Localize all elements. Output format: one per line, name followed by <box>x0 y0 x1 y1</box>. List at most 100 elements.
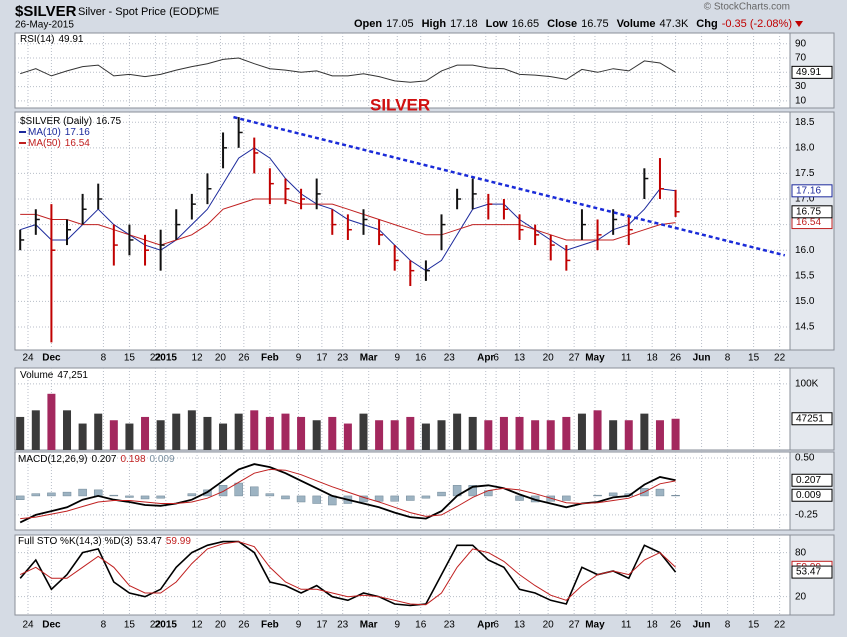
macd-histogram <box>47 492 56 497</box>
value-flag-label: 53.47 <box>796 567 821 578</box>
volume-bar <box>187 410 196 450</box>
macd-histogram <box>655 488 665 497</box>
x-tick-label: Jun <box>693 620 711 631</box>
x-tick-label: 13 <box>514 353 526 364</box>
x-tick-label: 6 <box>493 620 499 631</box>
x-tick-label: 18 <box>647 353 659 364</box>
x-tick-label: Mar <box>360 620 378 631</box>
macd-histogram <box>437 491 446 497</box>
macd-histogram <box>218 485 228 497</box>
volume-bar <box>47 393 56 450</box>
volume-bar <box>499 416 508 450</box>
volume-bar <box>297 416 306 450</box>
x-tick-label: Mar <box>360 353 378 364</box>
volume-bar <box>156 420 165 450</box>
x-tick-label: 9 <box>296 620 302 631</box>
volume-bar <box>312 420 321 450</box>
volume-bar <box>515 416 524 450</box>
volume-bar <box>265 416 274 450</box>
stat-label: Close <box>547 18 577 30</box>
macd-histogram <box>125 495 134 498</box>
volume-bar <box>484 420 493 450</box>
x-tick-label: 20 <box>215 620 227 631</box>
volume-bar <box>671 418 680 450</box>
macd-histogram <box>15 495 25 500</box>
panel-background <box>14 534 791 616</box>
volume-bar <box>624 420 633 450</box>
x-tick-label: 8 <box>101 353 107 364</box>
volume-bar <box>421 423 430 450</box>
x-tick-label: 9 <box>296 353 302 364</box>
x-tick-label: 9 <box>395 353 401 364</box>
legend-label: Full STO %K(14,3) %D(3) <box>18 536 133 547</box>
stat-value: 16.65 <box>512 18 540 30</box>
value-flag-label: 17.16 <box>796 185 821 196</box>
x-tick-label: 22 <box>150 353 162 364</box>
x-tick-label: 24 <box>22 353 34 364</box>
x-tick-label: 12 <box>191 353 203 364</box>
volume-bar <box>63 410 72 450</box>
x-tick-label: 22 <box>150 620 162 631</box>
volume-bar <box>250 410 259 450</box>
x-tick-label: 26 <box>670 620 682 631</box>
x-tick-label: Dec <box>42 620 61 631</box>
x-tick-label: 15 <box>124 353 136 364</box>
legend-value: 0.198 <box>121 454 146 465</box>
volume-bar <box>531 420 540 450</box>
x-tick-label: Jun <box>693 353 711 364</box>
legend-value: 49.91 <box>58 34 83 45</box>
x-tick-label: 24 <box>22 620 34 631</box>
macd-histogram <box>312 495 321 504</box>
volume-bar <box>390 420 399 450</box>
legend-label: MA(50) <box>28 138 61 149</box>
rsi-legend: RSI(14) 49.91 <box>20 34 84 45</box>
y-tick-label: 0.50 <box>795 453 815 464</box>
y-tick-label: 17.5 <box>795 168 815 179</box>
axis-background <box>789 367 835 451</box>
legend-value: 0.207 <box>91 454 116 465</box>
x-tick-label: 2015 <box>155 620 178 631</box>
volume-bar <box>281 413 290 450</box>
macd-histogram <box>234 482 243 497</box>
stat-label: High <box>422 18 447 30</box>
macd-line <box>20 468 676 520</box>
ma-legend: MA(10) 17.16 <box>28 127 90 138</box>
x-tick-label: 2015 <box>155 353 178 364</box>
x-tick-label: Feb <box>261 620 279 631</box>
y-tick-label: 90 <box>795 38 807 49</box>
stat-label: Low <box>486 18 508 30</box>
volume-bar <box>546 420 555 450</box>
volume-bar <box>94 413 103 450</box>
y-tick-label: 20 <box>795 591 807 602</box>
x-tick-label: 23 <box>444 353 456 364</box>
y-tick-label: 15.5 <box>795 270 815 281</box>
volume-bar <box>141 416 150 450</box>
y-tick-label: -0.25 <box>795 509 818 520</box>
value-flag-label: 0.009 <box>796 490 821 501</box>
axis-background <box>789 111 835 351</box>
x-tick-label: 8 <box>101 620 107 631</box>
x-tick-label: 8 <box>725 353 731 364</box>
volume-legend: Volume 47,251 <box>20 370 88 381</box>
macd-histogram <box>156 495 165 499</box>
y-tick-label: 70 <box>795 53 807 64</box>
x-tick-label: 11 <box>621 353 632 364</box>
x-tick-label: 16 <box>415 353 427 364</box>
change-value: -0.35 (-2.08%) <box>722 18 792 30</box>
macd-line <box>19 463 676 524</box>
volume-bar <box>343 423 352 450</box>
x-tick-label: Dec <box>42 353 61 364</box>
volume-bar <box>234 413 243 450</box>
legend-label: MA(10) <box>28 127 61 138</box>
legend-label: MACD(12,26,9) <box>18 454 87 465</box>
x-tick-label: Apr <box>477 620 494 631</box>
sto-line <box>19 540 677 607</box>
x-tick-label: Apr <box>477 353 494 364</box>
value-flag-label: 16.54 <box>796 217 821 228</box>
x-tick-label: 26 <box>238 620 250 631</box>
macd-histogram <box>31 493 41 497</box>
value-flag-label: 49.91 <box>796 67 821 78</box>
y-tick-label: 100K <box>795 379 819 390</box>
trendline <box>233 115 786 257</box>
x-tick-label: 23 <box>337 620 349 631</box>
